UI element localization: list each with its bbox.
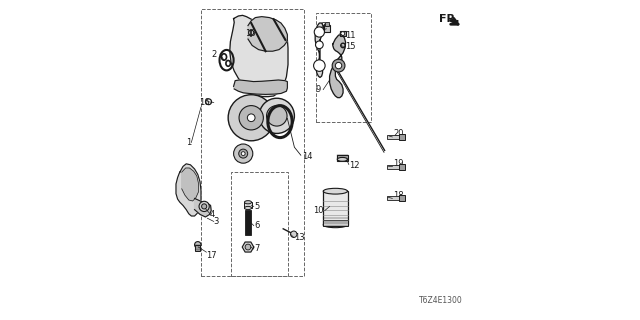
Text: 11: 11: [345, 31, 355, 40]
Circle shape: [340, 32, 344, 36]
Bar: [325, 22, 329, 26]
Circle shape: [314, 27, 324, 37]
Circle shape: [202, 204, 207, 209]
Polygon shape: [243, 242, 254, 252]
Text: 19: 19: [393, 159, 403, 168]
Ellipse shape: [244, 206, 252, 210]
Text: 20: 20: [393, 129, 403, 138]
Text: 6: 6: [254, 221, 260, 230]
Ellipse shape: [323, 222, 348, 228]
Bar: [323, 220, 348, 227]
Circle shape: [195, 242, 201, 248]
Text: 16: 16: [245, 29, 255, 38]
Bar: [201, 9, 304, 276]
Text: 2: 2: [212, 50, 217, 59]
Circle shape: [247, 114, 255, 122]
Bar: [324, 25, 330, 32]
Circle shape: [241, 152, 245, 156]
Bar: [231, 172, 288, 276]
Bar: [244, 202, 252, 208]
Bar: [323, 191, 348, 225]
Text: 16: 16: [199, 98, 210, 107]
Circle shape: [267, 106, 287, 126]
Text: 17: 17: [206, 251, 217, 260]
Ellipse shape: [337, 157, 348, 161]
Ellipse shape: [324, 24, 330, 26]
Polygon shape: [230, 15, 288, 97]
Text: 8: 8: [321, 22, 326, 31]
Text: T6Z4E1300: T6Z4E1300: [419, 296, 462, 305]
Text: 15: 15: [345, 42, 355, 51]
Polygon shape: [330, 35, 346, 98]
Polygon shape: [315, 23, 324, 77]
Bar: [195, 245, 200, 251]
Polygon shape: [182, 168, 198, 201]
Circle shape: [239, 106, 264, 130]
Bar: [246, 210, 251, 235]
Circle shape: [234, 144, 253, 163]
Circle shape: [199, 201, 209, 212]
Text: 5: 5: [254, 202, 260, 211]
Polygon shape: [195, 198, 211, 217]
Bar: [399, 164, 405, 170]
Text: 14: 14: [302, 152, 313, 161]
Circle shape: [228, 95, 275, 141]
Text: 1: 1: [186, 138, 191, 147]
Circle shape: [245, 244, 251, 250]
Circle shape: [316, 41, 323, 49]
Polygon shape: [176, 164, 201, 216]
Bar: [399, 195, 405, 201]
Ellipse shape: [244, 201, 252, 204]
Text: 18: 18: [393, 191, 404, 200]
Polygon shape: [234, 80, 287, 94]
Text: FR.: FR.: [439, 14, 460, 24]
Text: 9: 9: [316, 85, 321, 94]
Circle shape: [259, 98, 294, 133]
Text: 3: 3: [212, 217, 218, 226]
Polygon shape: [248, 17, 287, 51]
Bar: [399, 134, 405, 140]
Bar: [387, 165, 403, 169]
Bar: [387, 196, 403, 200]
Ellipse shape: [323, 188, 348, 194]
Circle shape: [332, 59, 345, 72]
Circle shape: [239, 149, 248, 158]
Bar: [387, 135, 403, 139]
Text: 12: 12: [349, 161, 359, 170]
Circle shape: [248, 30, 253, 35]
Text: 10: 10: [313, 206, 323, 215]
Bar: [337, 155, 348, 161]
Text: 13: 13: [294, 233, 305, 242]
Bar: [316, 13, 371, 122]
Circle shape: [335, 62, 342, 69]
Text: 7: 7: [254, 244, 260, 253]
Circle shape: [291, 231, 297, 237]
Bar: [340, 31, 346, 36]
Text: 4: 4: [210, 210, 215, 219]
Circle shape: [314, 60, 325, 71]
